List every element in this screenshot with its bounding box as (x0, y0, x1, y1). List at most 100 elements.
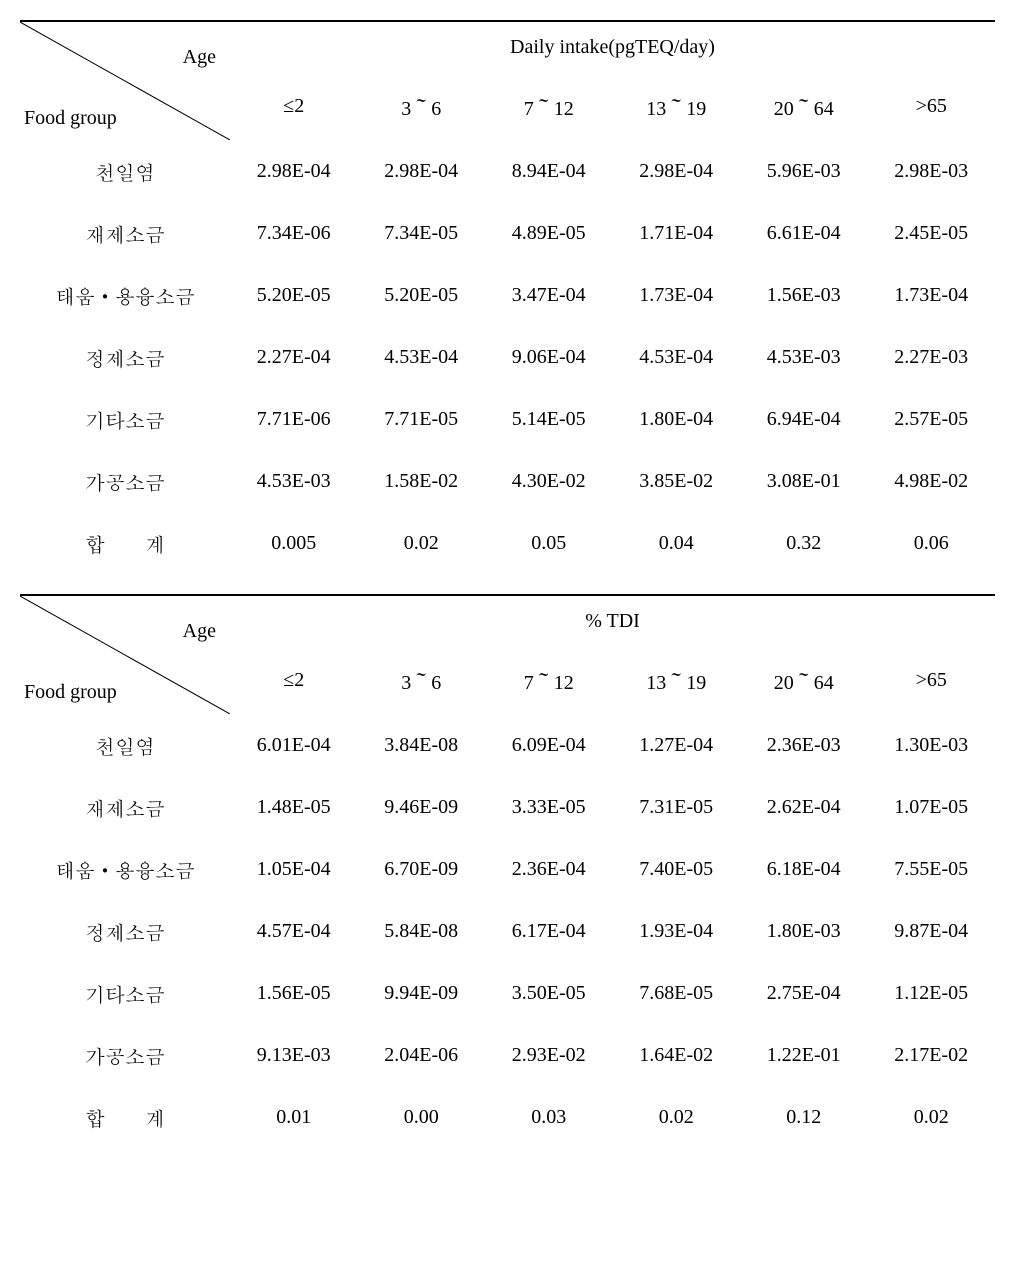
cell: 1.27E-04 (613, 714, 741, 776)
col-header: 7～12 (485, 647, 613, 714)
cell: 6.61E-04 (740, 202, 868, 264)
cell: 3.33E-05 (485, 776, 613, 838)
cell: 6.01E-04 (230, 714, 358, 776)
cell: 3.85E-02 (613, 450, 741, 512)
sum-cell: 0.04 (613, 512, 741, 574)
table-row: 천일염 2.98E-04 2.98E-04 8.94E-04 2.98E-04 … (20, 140, 995, 202)
table-row: 기타소금 1.56E-05 9.94E-09 3.50E-05 7.68E-05… (20, 962, 995, 1024)
cell: 2.45E-05 (868, 202, 996, 264)
cell: 2.27E-03 (868, 326, 996, 388)
cell: 4.53E-04 (358, 326, 486, 388)
cell: 2.62E-04 (740, 776, 868, 838)
cell: 6.17E-04 (485, 900, 613, 962)
daily-intake-table: Age Food group Daily intake(pgTEQ/day) ≤… (20, 20, 995, 574)
cell: 7.55E-05 (868, 838, 996, 900)
cell: 6.70E-09 (358, 838, 486, 900)
sum-cell: 0.02 (613, 1086, 741, 1148)
table-row: 기타소금 7.71E-06 7.71E-05 5.14E-05 1.80E-04… (20, 388, 995, 450)
row-label: 재제소금 (20, 202, 230, 264)
cell: 2.27E-04 (230, 326, 358, 388)
cell: 7.40E-05 (613, 838, 741, 900)
cell: 3.84E-08 (358, 714, 486, 776)
sum-cell: 0.00 (358, 1086, 486, 1148)
cell: 2.36E-04 (485, 838, 613, 900)
cell: 5.20E-05 (230, 264, 358, 326)
col-header: 13～19 (613, 73, 741, 140)
table1-title: Daily intake(pgTEQ/day) (230, 21, 995, 73)
col-header: 3～6 (358, 73, 486, 140)
diagonal-header-cell: Age Food group (20, 595, 230, 714)
sum-cell: 0.06 (868, 512, 996, 574)
cell: 1.05E-04 (230, 838, 358, 900)
cell: 1.93E-04 (613, 900, 741, 962)
table-row: 정제소금 4.57E-04 5.84E-08 6.17E-04 1.93E-04… (20, 900, 995, 962)
percent-tdi-table: Age Food group % TDI ≤2 3～6 7～12 13～19 2… (20, 594, 995, 1148)
cell: 1.64E-02 (613, 1024, 741, 1086)
cell: 1.58E-02 (358, 450, 486, 512)
table-row: 재제소금 7.34E-06 7.34E-05 4.89E-05 1.71E-04… (20, 202, 995, 264)
cell: 1.56E-05 (230, 962, 358, 1024)
cell: 7.68E-05 (613, 962, 741, 1024)
col-header: >65 (868, 73, 996, 140)
sum-label: 합 계 (20, 1086, 230, 1148)
cell: 9.46E-09 (358, 776, 486, 838)
cell: 1.80E-04 (613, 388, 741, 450)
sum-row: 합 계 0.01 0.00 0.03 0.02 0.12 0.02 (20, 1086, 995, 1148)
cell: 4.53E-04 (613, 326, 741, 388)
cell: 1.07E-05 (868, 776, 996, 838)
col-header: ≤2 (230, 647, 358, 714)
cell: 4.89E-05 (485, 202, 613, 264)
cell: 7.34E-06 (230, 202, 358, 264)
diagonal-header-cell: Age Food group (20, 21, 230, 140)
cell: 1.80E-03 (740, 900, 868, 962)
cell: 1.56E-03 (740, 264, 868, 326)
sum-cell: 0.05 (485, 512, 613, 574)
table-row: 천일염 6.01E-04 3.84E-08 6.09E-04 1.27E-04 … (20, 714, 995, 776)
table2-title: % TDI (230, 595, 995, 647)
cell: 2.98E-03 (868, 140, 996, 202)
cell: 2.57E-05 (868, 388, 996, 450)
row-label: 태움・용융소금 (20, 264, 230, 326)
age-label: Age (183, 620, 216, 643)
cell: 9.06E-04 (485, 326, 613, 388)
col-header: 7～12 (485, 73, 613, 140)
cell: 4.53E-03 (740, 326, 868, 388)
cell: 4.98E-02 (868, 450, 996, 512)
row-label: 기타소금 (20, 388, 230, 450)
cell: 4.53E-03 (230, 450, 358, 512)
cell: 3.08E-01 (740, 450, 868, 512)
cell: 1.73E-04 (868, 264, 996, 326)
table-row: 가공소금 9.13E-03 2.04E-06 2.93E-02 1.64E-02… (20, 1024, 995, 1086)
cell: 2.17E-02 (868, 1024, 996, 1086)
sum-cell: 0.32 (740, 512, 868, 574)
cell: 9.13E-03 (230, 1024, 358, 1086)
header-row-1: Age Food group % TDI (20, 595, 995, 647)
food-group-label: Food group (24, 107, 117, 130)
row-label: 정제소금 (20, 900, 230, 962)
sum-cell: 0.02 (358, 512, 486, 574)
col-header: 20～64 (740, 647, 868, 714)
cell: 2.98E-04 (613, 140, 741, 202)
cell: 9.94E-09 (358, 962, 486, 1024)
cell: 9.87E-04 (868, 900, 996, 962)
cell: 2.98E-04 (358, 140, 486, 202)
cell: 4.57E-04 (230, 900, 358, 962)
food-group-label: Food group (24, 681, 117, 704)
sum-cell: 0.03 (485, 1086, 613, 1148)
cell: 2.75E-04 (740, 962, 868, 1024)
col-header: >65 (868, 647, 996, 714)
header-row-1: Age Food group Daily intake(pgTEQ/day) (20, 21, 995, 73)
cell: 5.84E-08 (358, 900, 486, 962)
age-label: Age (183, 46, 216, 69)
col-header: 13～19 (613, 647, 741, 714)
cell: 2.98E-04 (230, 140, 358, 202)
row-label: 태움・용융소금 (20, 838, 230, 900)
cell: 7.31E-05 (613, 776, 741, 838)
cell: 1.73E-04 (613, 264, 741, 326)
row-label: 기타소금 (20, 962, 230, 1024)
cell: 1.71E-04 (613, 202, 741, 264)
cell: 1.12E-05 (868, 962, 996, 1024)
cell: 5.96E-03 (740, 140, 868, 202)
sum-cell: 0.02 (868, 1086, 996, 1148)
sum-cell: 0.005 (230, 512, 358, 574)
